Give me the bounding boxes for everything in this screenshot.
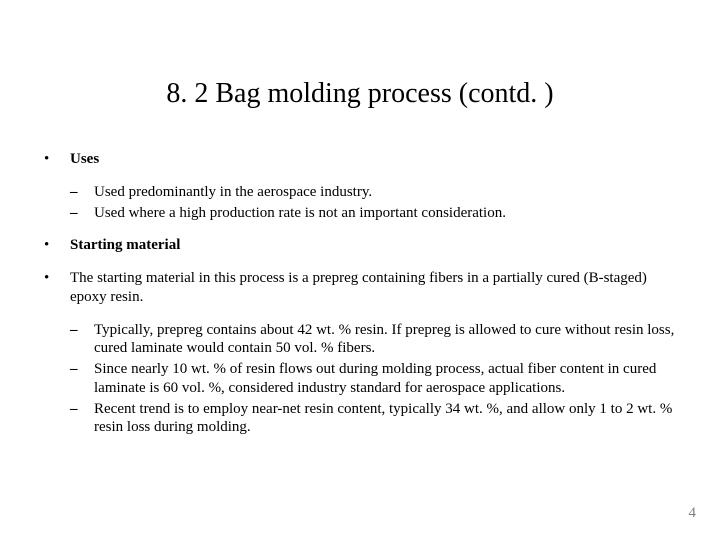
sub-bullet-text: Since nearly 10 wt. % of resin flows out…	[94, 360, 678, 398]
sub-bullet: – Typically, prepreg contains about 42 w…	[42, 321, 678, 359]
slide: 8. 2 Bag molding process (contd. ) • Use…	[0, 0, 720, 540]
sub-bullet-text: Typically, prepreg contains about 42 wt.…	[94, 321, 678, 359]
bullet-description: • The starting material in this process …	[42, 269, 678, 307]
slide-title: 8. 2 Bag molding process (contd. )	[0, 0, 720, 150]
bullet-text: Uses	[70, 150, 678, 169]
sub-bullet: – Used where a high production rate is n…	[42, 204, 678, 223]
slide-content: • Uses – Used predominantly in the aeros…	[0, 150, 720, 437]
bullet-text: The starting material in this process is…	[70, 269, 678, 307]
dash-marker: –	[70, 360, 94, 398]
sub-bullet: – Used predominantly in the aerospace in…	[42, 183, 678, 202]
sub-bullet-text: Recent trend is to employ near-net resin…	[94, 400, 678, 438]
dash-marker: –	[70, 204, 94, 223]
sub-bullet-text: Used where a high production rate is not…	[94, 204, 678, 223]
dash-marker: –	[70, 400, 94, 438]
bullet-marker: •	[42, 150, 70, 169]
sub-list-uses: – Used predominantly in the aerospace in…	[42, 183, 678, 223]
sub-bullet: – Recent trend is to employ near-net res…	[42, 400, 678, 438]
sub-list-details: – Typically, prepreg contains about 42 w…	[42, 321, 678, 438]
bullet-marker: •	[42, 236, 70, 255]
dash-marker: –	[70, 183, 94, 202]
bullet-text: Starting material	[70, 236, 678, 255]
bullet-uses: • Uses	[42, 150, 678, 169]
page-number: 4	[689, 505, 697, 522]
dash-marker: –	[70, 321, 94, 359]
sub-bullet: – Since nearly 10 wt. % of resin flows o…	[42, 360, 678, 398]
bullet-marker: •	[42, 269, 70, 307]
bullet-starting-material: • Starting material	[42, 236, 678, 255]
sub-bullet-text: Used predominantly in the aerospace indu…	[94, 183, 678, 202]
